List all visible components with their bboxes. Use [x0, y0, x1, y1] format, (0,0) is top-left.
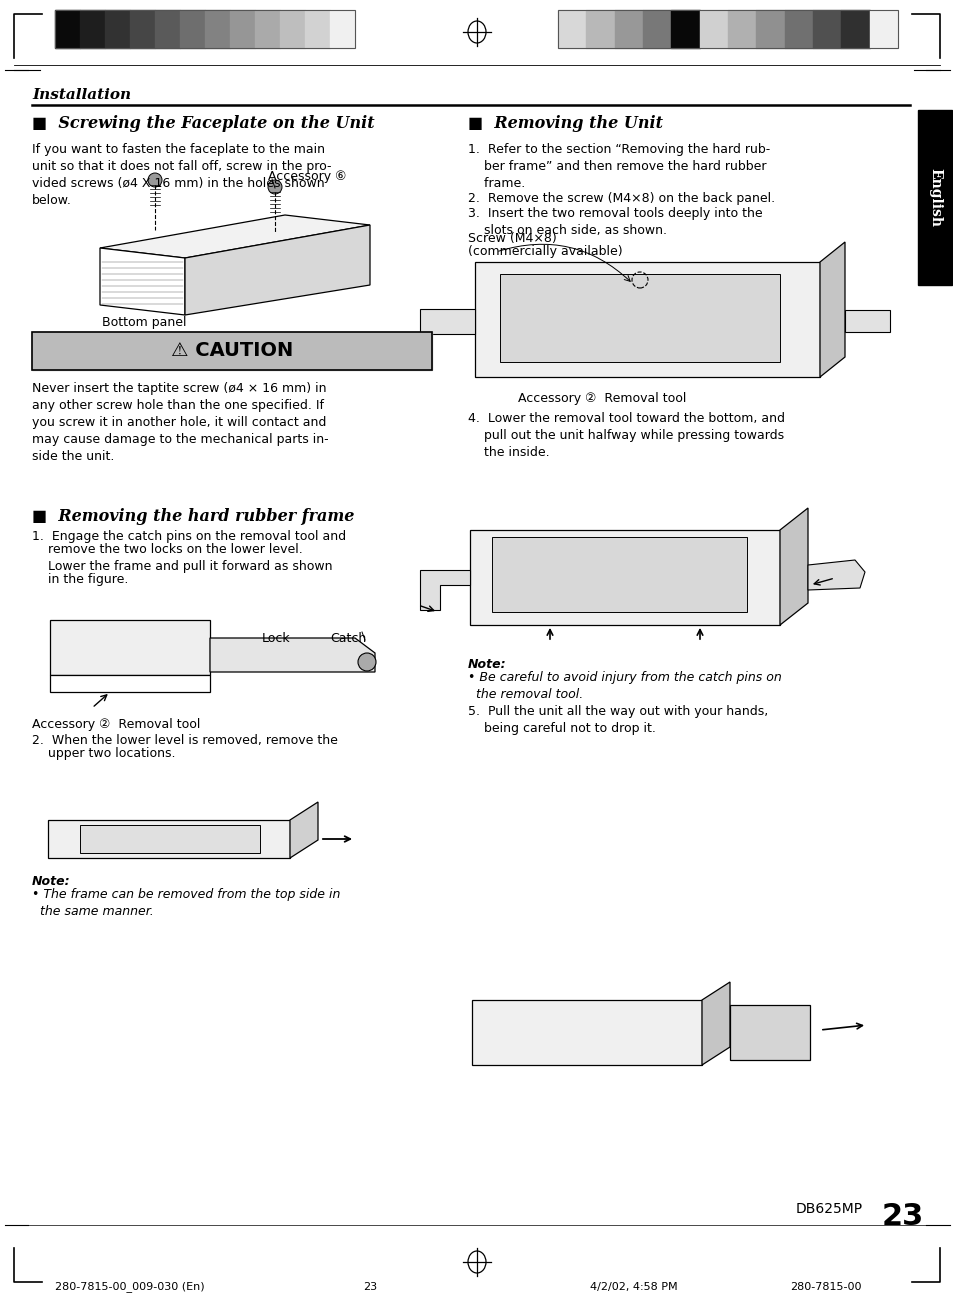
Polygon shape [100, 248, 185, 315]
Bar [330, 10, 355, 48]
Polygon shape [210, 638, 375, 672]
Text: ■  Screwing the Faceplate on the Unit: ■ Screwing the Faceplate on the Unit [32, 114, 375, 133]
Bar [305, 10, 330, 48]
Polygon shape [185, 225, 370, 315]
Bar [280, 10, 305, 48]
Text: DB625MP: DB625MP [795, 1202, 862, 1216]
Polygon shape [48, 820, 290, 858]
Polygon shape [780, 508, 807, 625]
Text: Accessory ⑥: Accessory ⑥ [268, 170, 346, 183]
Text: 1.  Engage the catch pins on the removal tool and: 1. Engage the catch pins on the removal … [32, 530, 346, 543]
Text: Screw (M4×8): Screw (M4×8) [468, 231, 557, 244]
Text: 280-7815-00: 280-7815-00 [789, 1282, 861, 1292]
Bar [254, 10, 280, 48]
Bar [32, 332, 432, 370]
Text: (commercially available): (commercially available) [468, 244, 622, 257]
Text: 280-7815-00_009-030 (En): 280-7815-00_009-030 (En) [55, 1280, 204, 1292]
Text: • The frame can be removed from the top side in
  the same manner.: • The frame can be removed from the top … [32, 888, 340, 918]
Text: ⚠ CAUTION: ⚠ CAUTION [171, 342, 293, 360]
Bar [917, 111, 951, 285]
Bar [475, 263, 820, 377]
Text: remove the two locks on the lower level.: remove the two locks on the lower level. [32, 543, 302, 556]
Text: If you want to fasten the faceplate to the main
unit so that it does not fall of: If you want to fasten the faceplate to t… [32, 143, 331, 207]
Circle shape [357, 653, 375, 671]
Bar [470, 530, 780, 625]
Text: 23: 23 [362, 1282, 376, 1292]
Polygon shape [100, 214, 370, 257]
Text: Accessory ②  Removal tool: Accessory ② Removal tool [517, 393, 685, 406]
Text: 3.  Insert the two removal tools deeply into the
    slots on each side, as show: 3. Insert the two removal tools deeply i… [468, 207, 761, 237]
Bar [180, 10, 205, 48]
Text: Bottom panel: Bottom panel [102, 316, 186, 329]
Text: Catch: Catch [330, 632, 366, 645]
Text: 1.  Refer to the section “Removing the hard rub-
    ber frame” and then remove : 1. Refer to the section “Removing the ha… [468, 143, 769, 190]
Text: Installation: Installation [32, 88, 131, 101]
Bar [812, 10, 841, 48]
Bar [614, 10, 642, 48]
Polygon shape [729, 1005, 809, 1059]
Text: 23: 23 [882, 1202, 923, 1231]
Text: English: English [927, 168, 941, 228]
Bar [841, 10, 869, 48]
Bar [32, 332, 432, 370]
Bar [558, 10, 897, 48]
Polygon shape [50, 620, 210, 675]
Bar [472, 1000, 701, 1065]
Bar [205, 10, 230, 48]
Polygon shape [50, 675, 210, 692]
Text: Lock: Lock [262, 632, 291, 645]
Text: Note:: Note: [32, 875, 71, 888]
Bar [499, 274, 780, 361]
Bar [419, 309, 475, 334]
Polygon shape [290, 802, 317, 858]
Bar [492, 537, 746, 612]
Polygon shape [820, 242, 844, 377]
Text: Lower the frame and pull it forward as shown: Lower the frame and pull it forward as s… [32, 560, 333, 573]
Bar [80, 10, 105, 48]
Bar [230, 10, 254, 48]
Polygon shape [80, 826, 260, 853]
Polygon shape [419, 569, 470, 610]
Text: 4/2/02, 4:58 PM: 4/2/02, 4:58 PM [589, 1282, 677, 1292]
Bar [844, 309, 889, 332]
Circle shape [148, 173, 162, 187]
Text: • Be careful to avoid injury from the catch pins on
  the removal tool.: • Be careful to avoid injury from the ca… [468, 671, 781, 701]
Bar [105, 10, 130, 48]
Text: 2.  When the lower level is removed, remove the: 2. When the lower level is removed, remo… [32, 734, 337, 747]
Text: in the figure.: in the figure. [32, 573, 129, 586]
Polygon shape [807, 560, 864, 590]
Text: 4.  Lower the removal tool toward the bottom, and
    pull out the unit halfway : 4. Lower the removal tool toward the bot… [468, 412, 784, 459]
Bar [558, 10, 586, 48]
Bar [154, 10, 180, 48]
Bar [869, 10, 897, 48]
Bar [55, 10, 80, 48]
Circle shape [268, 179, 282, 194]
Bar [671, 10, 699, 48]
Text: 5.  Pull the unit all the way out with your hands,
    being careful not to drop: 5. Pull the unit all the way out with yo… [468, 705, 767, 734]
Text: Note:: Note: [468, 658, 506, 671]
Text: upper two locations.: upper two locations. [32, 747, 175, 760]
Bar [130, 10, 154, 48]
Text: Accessory ②  Removal tool: Accessory ② Removal tool [32, 718, 200, 731]
Polygon shape [701, 982, 729, 1065]
Bar [642, 10, 671, 48]
Text: ■  Removing the hard rubber frame: ■ Removing the hard rubber frame [32, 508, 354, 525]
Text: 2.  Remove the screw (M4×8) on the back panel.: 2. Remove the screw (M4×8) on the back p… [468, 192, 774, 205]
Bar [699, 10, 727, 48]
Bar [756, 10, 784, 48]
Bar [727, 10, 756, 48]
Bar [586, 10, 614, 48]
Bar [55, 10, 355, 48]
Text: ■  Removing the Unit: ■ Removing the Unit [468, 114, 662, 133]
Bar [784, 10, 812, 48]
Text: Never insert the taptite screw (ø4 × 16 mm) in
any other screw hole than the one: Never insert the taptite screw (ø4 × 16 … [32, 382, 328, 463]
